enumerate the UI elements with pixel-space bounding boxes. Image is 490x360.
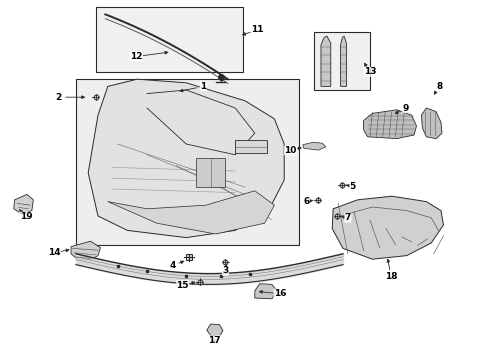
Text: 14: 14 bbox=[48, 248, 60, 257]
Polygon shape bbox=[71, 241, 100, 260]
Polygon shape bbox=[207, 324, 223, 337]
Text: 7: 7 bbox=[344, 213, 351, 222]
Polygon shape bbox=[321, 36, 331, 86]
Text: 19: 19 bbox=[20, 212, 32, 221]
Text: 18: 18 bbox=[385, 272, 397, 281]
Text: 5: 5 bbox=[350, 182, 356, 191]
Text: 9: 9 bbox=[402, 104, 409, 112]
Text: 11: 11 bbox=[251, 25, 264, 34]
Polygon shape bbox=[196, 158, 225, 187]
Text: 6: 6 bbox=[303, 197, 309, 206]
Polygon shape bbox=[303, 142, 326, 150]
Bar bbox=[76, 79, 299, 245]
Text: 3: 3 bbox=[222, 266, 228, 275]
Text: 4: 4 bbox=[169, 261, 176, 270]
Polygon shape bbox=[88, 79, 284, 238]
Text: 12: 12 bbox=[130, 52, 143, 61]
Bar bbox=[96, 7, 243, 72]
Polygon shape bbox=[332, 196, 443, 259]
Polygon shape bbox=[108, 191, 274, 234]
Text: 1: 1 bbox=[200, 82, 206, 91]
Text: 17: 17 bbox=[208, 336, 221, 345]
Text: 16: 16 bbox=[274, 289, 287, 298]
Polygon shape bbox=[341, 36, 346, 86]
Text: 2: 2 bbox=[56, 93, 62, 102]
Polygon shape bbox=[14, 194, 33, 214]
Polygon shape bbox=[364, 110, 416, 139]
Polygon shape bbox=[421, 108, 442, 139]
Bar bbox=[314, 32, 370, 90]
Text: 13: 13 bbox=[364, 68, 376, 77]
Polygon shape bbox=[255, 284, 277, 299]
Bar bbox=[235, 140, 267, 153]
Text: 8: 8 bbox=[437, 82, 442, 91]
Text: 15: 15 bbox=[176, 281, 189, 289]
Text: 10: 10 bbox=[284, 146, 297, 155]
